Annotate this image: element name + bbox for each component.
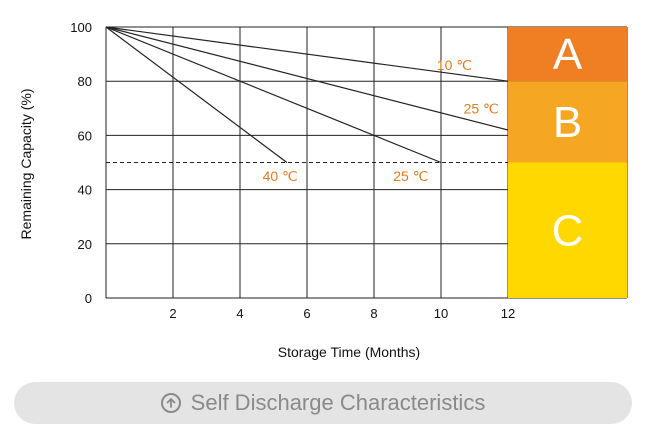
x-tick-label: 2 (169, 306, 176, 321)
zone-c (508, 162, 627, 298)
series-line (105, 26, 509, 131)
zone-label: A (553, 30, 583, 79)
series-lines (105, 26, 509, 164)
x-tick-label: 10 (434, 306, 448, 321)
y-tick-label: 40 (78, 183, 92, 198)
series-annotation: 25 ℃ (393, 168, 428, 184)
series-line (105, 26, 509, 82)
y-tick-label: 80 (78, 74, 92, 89)
circle-arrow-up-icon (160, 393, 181, 413)
y-tick-label: 60 (78, 128, 92, 143)
series-annotation: 10 ℃ (437, 57, 472, 73)
series-line (105, 26, 288, 163)
x-axis-label: Storage Time (Months) (278, 344, 420, 360)
y-tick-label: 100 (70, 20, 92, 35)
y-axis-label: Remaining Capacity (%) (18, 89, 34, 240)
annotations: 10 ℃ 25 ℃ 40 ℃ 25 ℃ (263, 57, 499, 184)
series-annotation: 25 ℃ (464, 100, 499, 116)
caption-label: Self Discharge Characteristics (190, 390, 486, 415)
y-tick-label: 20 (78, 237, 92, 252)
caption-button[interactable]: Self Discharge Characteristics (14, 382, 632, 424)
series-line (105, 26, 442, 164)
x-tick-label: 6 (303, 306, 310, 321)
self-discharge-chart: AB C 2 4 6 8 10 12 0 20 40 60 80 100 10 ℃ 25 ℃ 40 ℃ 25 … (18, 20, 628, 360)
tick-labels: 2 4 6 8 10 12 0 20 40 60 80 100 (70, 20, 515, 321)
zone-label: B (553, 98, 582, 147)
x-tick-label: 8 (370, 306, 377, 321)
x-tick-label: 4 (236, 306, 243, 321)
zone-a (508, 27, 627, 82)
zone-label: C (552, 206, 584, 255)
capacity-zones: AB C (508, 27, 627, 298)
series-annotation: 40 ℃ (263, 168, 298, 184)
y-tick-label: 0 (85, 291, 92, 306)
x-tick-label: 12 (501, 306, 515, 321)
zone-b (508, 81, 627, 163)
